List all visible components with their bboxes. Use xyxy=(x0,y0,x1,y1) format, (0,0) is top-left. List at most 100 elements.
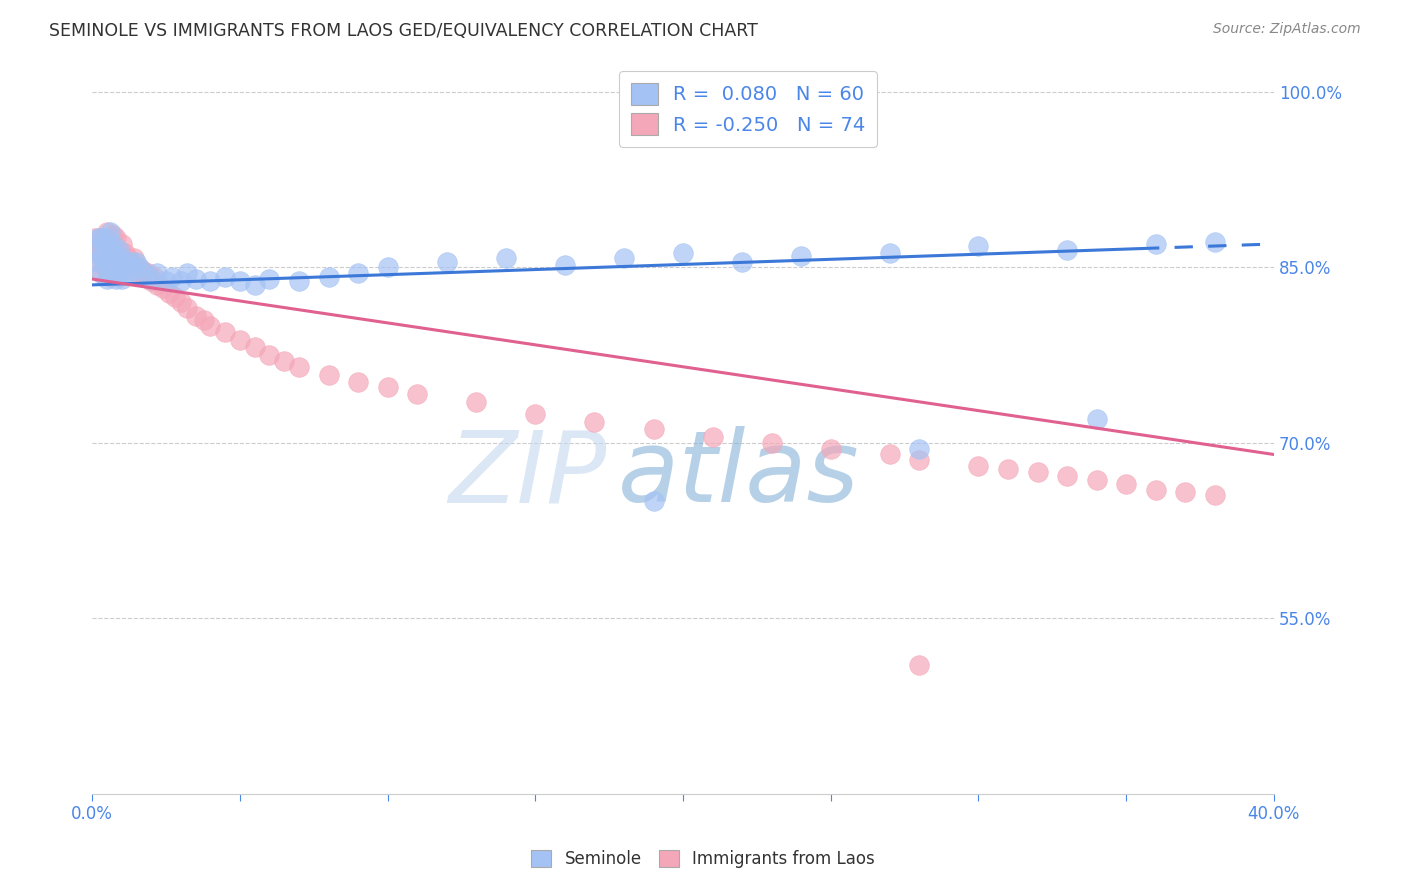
Point xyxy=(200,274,222,288)
Point xyxy=(146,266,169,280)
Point xyxy=(1085,412,1108,426)
Point xyxy=(128,266,150,280)
Point xyxy=(101,227,124,242)
Point xyxy=(128,260,150,275)
Point xyxy=(318,368,340,382)
Point xyxy=(554,258,576,272)
Point xyxy=(1144,236,1167,251)
Point xyxy=(288,274,311,288)
Point xyxy=(90,231,112,245)
Point xyxy=(98,251,121,265)
Point xyxy=(125,260,148,275)
Point xyxy=(1115,476,1137,491)
Point xyxy=(908,658,931,673)
Point xyxy=(820,442,842,456)
Point xyxy=(98,225,121,239)
Point xyxy=(107,246,129,260)
Point xyxy=(87,254,110,268)
Point xyxy=(84,243,107,257)
Legend: R =  0.080   N = 60, R = -0.250   N = 74: R = 0.080 N = 60, R = -0.250 N = 74 xyxy=(619,71,877,147)
Point xyxy=(90,231,112,245)
Point xyxy=(288,359,311,374)
Point xyxy=(243,277,266,292)
Point xyxy=(134,269,156,284)
Point xyxy=(101,243,124,257)
Point xyxy=(170,295,193,310)
Point xyxy=(98,266,121,280)
Point xyxy=(104,272,127,286)
Point xyxy=(101,260,124,275)
Point xyxy=(613,251,636,265)
Point xyxy=(96,272,118,286)
Point xyxy=(643,494,665,508)
Point xyxy=(93,254,115,268)
Point xyxy=(184,272,207,286)
Point xyxy=(107,266,129,280)
Point xyxy=(96,225,118,239)
Point xyxy=(111,272,134,286)
Point xyxy=(1204,235,1226,249)
Point xyxy=(879,448,901,462)
Point xyxy=(90,266,112,280)
Point xyxy=(193,313,215,327)
Point xyxy=(436,254,458,268)
Point xyxy=(176,266,198,280)
Point xyxy=(96,243,118,257)
Legend: Seminole, Immigrants from Laos: Seminole, Immigrants from Laos xyxy=(524,843,882,875)
Point xyxy=(101,236,124,251)
Point xyxy=(1056,243,1078,257)
Text: Source: ZipAtlas.com: Source: ZipAtlas.com xyxy=(1213,22,1361,37)
Point xyxy=(107,243,129,257)
Point xyxy=(141,272,163,286)
Point xyxy=(163,290,186,304)
Point xyxy=(117,251,139,265)
Point xyxy=(117,266,139,280)
Point xyxy=(84,243,107,257)
Point xyxy=(104,231,127,245)
Point xyxy=(101,258,124,272)
Point xyxy=(184,310,207,324)
Point xyxy=(377,379,399,393)
Point xyxy=(273,354,295,368)
Point xyxy=(1174,484,1197,499)
Point xyxy=(761,435,783,450)
Point xyxy=(146,277,169,292)
Point xyxy=(114,258,136,272)
Point xyxy=(1056,468,1078,483)
Point xyxy=(967,239,990,253)
Point xyxy=(1144,483,1167,497)
Point xyxy=(93,254,115,268)
Point xyxy=(93,236,115,251)
Point xyxy=(87,254,110,268)
Point xyxy=(731,254,754,268)
Point xyxy=(908,453,931,467)
Point xyxy=(120,258,142,272)
Point xyxy=(155,274,177,288)
Text: ZIP: ZIP xyxy=(449,426,606,523)
Point xyxy=(93,236,115,251)
Point xyxy=(90,249,112,263)
Point xyxy=(96,249,118,263)
Point xyxy=(157,286,180,301)
Point xyxy=(90,266,112,280)
Point xyxy=(643,422,665,436)
Point xyxy=(702,430,724,444)
Point xyxy=(879,246,901,260)
Point xyxy=(98,235,121,249)
Point xyxy=(406,386,429,401)
Point xyxy=(214,325,236,339)
Point xyxy=(583,415,606,429)
Point xyxy=(96,262,118,277)
Point xyxy=(908,442,931,456)
Point xyxy=(84,231,107,245)
Point xyxy=(524,407,547,421)
Point xyxy=(176,301,198,316)
Point xyxy=(1204,488,1226,502)
Point xyxy=(122,251,145,265)
Point xyxy=(170,274,193,288)
Point xyxy=(1085,473,1108,487)
Point xyxy=(90,249,112,263)
Point xyxy=(96,231,118,245)
Point xyxy=(347,266,370,280)
Point xyxy=(229,274,252,288)
